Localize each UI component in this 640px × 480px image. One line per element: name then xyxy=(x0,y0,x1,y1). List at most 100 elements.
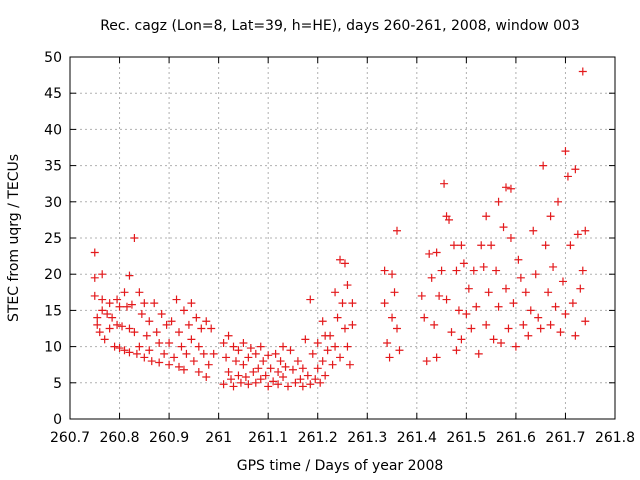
data-point xyxy=(182,349,191,358)
chart-title: Rec. cagz (Lon=8, Lat=39, h=HE), days 26… xyxy=(100,18,580,34)
data-point xyxy=(348,320,357,329)
data-point xyxy=(90,291,99,300)
data-point xyxy=(343,281,352,290)
data-point xyxy=(113,320,122,329)
data-point xyxy=(472,302,481,311)
data-point xyxy=(301,335,310,344)
data-point xyxy=(172,295,181,304)
data-point xyxy=(308,349,317,358)
data-point xyxy=(576,284,585,293)
data-point xyxy=(271,349,280,358)
data-point xyxy=(231,357,240,366)
data-point xyxy=(494,197,503,206)
data-point xyxy=(286,346,295,355)
data-point xyxy=(531,270,540,279)
data-point xyxy=(137,310,146,319)
data-point xyxy=(474,349,483,358)
data-point xyxy=(187,299,196,308)
data-point xyxy=(469,266,478,275)
data-point xyxy=(118,322,127,331)
data-point xyxy=(328,360,337,369)
data-point xyxy=(98,270,107,279)
data-point xyxy=(229,382,238,391)
data-point xyxy=(199,349,208,358)
data-point xyxy=(177,342,186,351)
data-point xyxy=(219,338,228,347)
y-tick-label: 15 xyxy=(44,303,62,319)
data-point xyxy=(573,230,582,239)
data-point xyxy=(571,331,580,340)
data-point xyxy=(479,262,488,271)
y-tick-label: 25 xyxy=(44,231,62,247)
data-point xyxy=(147,357,156,366)
data-point xyxy=(336,353,345,362)
data-point xyxy=(524,331,533,340)
data-point xyxy=(130,328,139,337)
y-tick-label: 40 xyxy=(44,122,62,138)
data-point xyxy=(546,212,555,221)
data-point xyxy=(457,335,466,344)
data-point xyxy=(333,313,342,322)
data-point xyxy=(184,320,193,329)
data-point xyxy=(93,313,102,322)
data-point xyxy=(427,273,436,282)
data-point xyxy=(125,271,134,280)
data-point xyxy=(244,353,253,362)
data-point xyxy=(489,335,498,344)
data-point xyxy=(256,375,265,384)
data-point xyxy=(120,346,129,355)
data-point xyxy=(95,328,104,337)
data-point xyxy=(504,324,513,333)
data-point xyxy=(581,317,590,326)
data-point xyxy=(326,331,335,340)
data-point xyxy=(578,67,587,76)
data-point xyxy=(529,226,538,235)
data-point xyxy=(293,357,302,366)
data-point xyxy=(259,357,268,366)
data-point xyxy=(445,215,454,224)
data-point xyxy=(336,255,345,264)
data-point xyxy=(254,364,263,373)
data-point xyxy=(440,179,449,188)
data-point xyxy=(482,212,491,221)
data-point xyxy=(224,367,233,376)
x-tick-label: 260.9 xyxy=(149,430,189,446)
data-point xyxy=(425,249,434,258)
data-point xyxy=(157,310,166,319)
data-point xyxy=(204,360,213,369)
data-point xyxy=(343,342,352,351)
data-point xyxy=(296,375,305,384)
data-point xyxy=(494,302,503,311)
data-point xyxy=(534,313,543,322)
data-point xyxy=(506,234,515,242)
data-point xyxy=(539,161,548,170)
data-point xyxy=(388,270,397,279)
data-point xyxy=(561,147,570,156)
y-tick-label: 30 xyxy=(44,195,62,211)
data-point xyxy=(125,324,134,333)
data-point xyxy=(279,373,288,382)
x-tick-label: 261.1 xyxy=(248,430,288,446)
data-point xyxy=(202,373,211,382)
data-point xyxy=(90,273,99,282)
data-point xyxy=(432,248,441,257)
data-point xyxy=(318,357,327,366)
data-point xyxy=(452,346,461,355)
data-point xyxy=(115,344,124,353)
y-tick-label: 10 xyxy=(44,340,62,356)
data-point xyxy=(499,223,508,232)
data-point xyxy=(135,342,144,351)
data-point xyxy=(132,349,141,358)
data-point xyxy=(383,338,392,347)
data-point xyxy=(105,324,114,333)
data-point xyxy=(311,375,320,384)
data-point xyxy=(454,306,463,315)
data-point xyxy=(264,382,273,391)
data-point xyxy=(385,353,394,362)
data-point xyxy=(291,378,300,387)
data-point xyxy=(447,328,456,337)
data-point xyxy=(234,346,243,355)
data-point xyxy=(229,342,238,351)
data-point xyxy=(348,299,357,308)
